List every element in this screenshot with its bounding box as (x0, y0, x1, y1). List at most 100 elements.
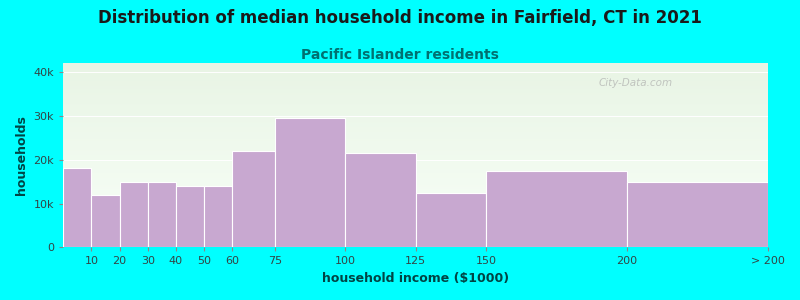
Bar (63, 196, 768, 197)
Bar (486, 171, 627, 248)
Bar (63, 111, 768, 112)
Bar (63, 205, 768, 206)
Bar (63, 189, 768, 190)
Bar (63, 115, 768, 116)
Bar (63, 100, 768, 101)
Bar (63, 242, 768, 243)
Bar (63, 124, 768, 125)
Bar (63, 90, 768, 91)
Bar (63, 116, 768, 117)
Bar (63, 241, 768, 242)
Bar (63, 65, 768, 66)
Bar (63, 161, 768, 162)
Bar (63, 184, 768, 185)
Bar (63, 140, 768, 141)
Bar (63, 73, 768, 74)
Bar (63, 131, 768, 132)
Bar (63, 144, 768, 145)
Bar (63, 81, 768, 83)
Bar (63, 104, 768, 105)
Bar (63, 182, 768, 183)
Bar (119, 182, 148, 248)
Bar (63, 227, 768, 228)
Text: Distribution of median household income in Fairfield, CT in 2021: Distribution of median household income … (98, 9, 702, 27)
Bar (63, 170, 768, 171)
Bar (63, 136, 768, 137)
Bar (63, 179, 768, 180)
Bar (63, 93, 768, 94)
Bar (63, 158, 768, 159)
Bar (63, 213, 768, 214)
Bar (63, 168, 91, 248)
Bar (63, 208, 768, 209)
Bar (63, 99, 768, 100)
Bar (63, 199, 768, 200)
Bar (63, 128, 768, 129)
Bar (63, 195, 768, 196)
Bar (63, 145, 768, 146)
Bar (63, 246, 768, 247)
Bar (63, 72, 768, 73)
Bar (63, 154, 768, 155)
Bar (63, 167, 768, 168)
Bar (63, 192, 768, 193)
Bar (91, 195, 119, 248)
Bar (63, 146, 768, 147)
Bar (63, 67, 768, 68)
Bar (345, 153, 416, 248)
Bar (63, 223, 768, 224)
Bar (63, 86, 768, 87)
Bar (63, 98, 768, 99)
Bar (63, 142, 768, 143)
Bar (63, 193, 768, 194)
Bar (63, 138, 768, 139)
Bar (63, 149, 768, 150)
Bar (63, 228, 768, 229)
Bar (63, 153, 768, 154)
Bar (63, 186, 768, 187)
Bar (176, 186, 204, 248)
Bar (63, 108, 768, 109)
Bar (63, 218, 768, 219)
Bar (63, 209, 768, 210)
Bar (63, 80, 768, 81)
Bar (63, 105, 768, 106)
Bar (63, 96, 768, 97)
Bar (63, 109, 768, 110)
Bar (63, 120, 768, 121)
Bar (416, 193, 486, 247)
Bar (63, 113, 768, 114)
Bar (63, 118, 768, 119)
Bar (63, 110, 768, 111)
Bar (63, 245, 768, 246)
Bar (63, 130, 768, 131)
Bar (63, 157, 768, 158)
Bar (63, 175, 768, 176)
Bar (63, 151, 768, 152)
Bar (63, 88, 768, 89)
Bar (63, 234, 768, 235)
Bar (63, 210, 768, 211)
Bar (63, 225, 768, 226)
Bar (63, 103, 768, 104)
Bar (63, 125, 768, 126)
Bar (63, 168, 768, 169)
Bar (63, 166, 768, 167)
Bar (63, 71, 768, 72)
Bar (63, 202, 768, 203)
Bar (63, 155, 768, 156)
Bar (63, 126, 768, 127)
Bar (63, 221, 768, 222)
Bar (63, 169, 768, 170)
Bar (63, 129, 768, 130)
Bar (63, 232, 768, 233)
Text: Pacific Islander residents: Pacific Islander residents (301, 48, 499, 62)
Bar (63, 152, 768, 153)
Bar (63, 66, 768, 67)
Bar (63, 222, 768, 223)
Bar (204, 186, 232, 248)
Bar (63, 216, 768, 217)
Bar (63, 224, 768, 225)
Bar (63, 207, 768, 208)
Bar (63, 95, 768, 96)
